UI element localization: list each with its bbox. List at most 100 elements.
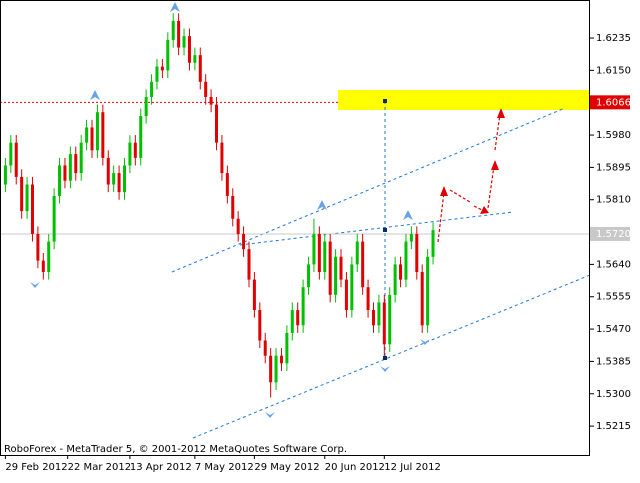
- candle-body: [415, 233, 419, 273]
- candle-body: [355, 241, 359, 265]
- candle-body: [79, 142, 83, 174]
- arrow-head: [497, 108, 505, 118]
- fractals: [30, 2, 430, 418]
- candle-body: [344, 279, 348, 311]
- y-tick-label: 1.5385: [596, 356, 631, 367]
- arrow: [449, 189, 471, 203]
- candle-body: [155, 66, 159, 82]
- point: [383, 356, 387, 360]
- candle-body: [263, 340, 267, 356]
- y-tick-label: 1.5640: [596, 259, 631, 270]
- candle-body: [58, 165, 62, 196]
- y-tick-label: 1.5810: [596, 195, 631, 206]
- candle-body: [274, 355, 278, 383]
- candle-body: [101, 112, 105, 158]
- candle-body: [225, 173, 229, 196]
- channel-middle: [239, 211, 514, 246]
- candle-body: [198, 55, 202, 82]
- candle-body: [3, 165, 7, 185]
- y-tick-label: 1.5980: [596, 130, 631, 141]
- x-tick-label: 13 Apr 2012: [130, 462, 192, 473]
- candle-body: [47, 241, 51, 273]
- candle-body: [312, 233, 316, 265]
- arrow: [494, 113, 501, 151]
- candle-body: [144, 97, 148, 117]
- channel-upper: [171, 107, 566, 273]
- current-price-tag: [590, 226, 630, 241]
- candle-body: [431, 230, 435, 257]
- candle-body: [25, 184, 29, 212]
- candle-body: [317, 233, 321, 273]
- target-zone: [338, 90, 590, 110]
- candle-body: [41, 260, 45, 273]
- fractal: [265, 412, 275, 418]
- candle-body: [377, 302, 381, 326]
- candle-body: [269, 355, 273, 383]
- candle-body: [290, 310, 294, 333]
- target-price-label: 1.6066: [596, 97, 631, 108]
- candle-body: [171, 20, 175, 40]
- candle-body: [117, 173, 121, 193]
- arrow-head: [491, 160, 499, 170]
- candle-body: [231, 195, 235, 219]
- fractal: [30, 282, 40, 288]
- candle-body: [382, 302, 386, 345]
- candle-body: [204, 81, 208, 98]
- candle-body: [328, 241, 332, 295]
- footer: RoboForex - MetaTrader 5, © 2001-2012 Me…: [4, 444, 347, 455]
- candle-body: [128, 142, 132, 166]
- candle-body: [220, 142, 224, 174]
- candle-body: [285, 332, 289, 364]
- candle-body: [420, 272, 424, 326]
- x-tick-label: 12 Jul 2012: [384, 462, 441, 473]
- candle-body: [85, 127, 89, 143]
- candle-body: [242, 233, 246, 250]
- candle-body: [14, 142, 18, 177]
- candle-body: [361, 241, 365, 288]
- candle-body: [323, 241, 327, 273]
- candle-body: [112, 173, 116, 185]
- y-tick-label: 1.5895: [596, 162, 631, 173]
- candle-body: [252, 279, 256, 311]
- candle-body: [258, 310, 262, 341]
- plot: [0, 13, 590, 398]
- arrow-heads: [440, 108, 505, 214]
- candle-body: [404, 241, 408, 280]
- y-tick-label: 1.5300: [596, 389, 631, 400]
- arrow: [437, 191, 445, 243]
- projection-points: [383, 99, 387, 360]
- plot-border: [0, 0, 590, 456]
- point: [383, 228, 387, 232]
- fractal: [380, 366, 390, 372]
- candle-body: [30, 184, 34, 234]
- x-tick-label: 22 Mar 2012: [68, 462, 131, 473]
- candle-body: [279, 355, 283, 364]
- candle-body: [339, 256, 343, 280]
- candle-body: [307, 264, 311, 288]
- arrow: [487, 165, 495, 209]
- x-tick-label: 20 Jun 2012: [325, 462, 385, 473]
- candle-body: [388, 294, 392, 345]
- arrow-head: [440, 186, 448, 196]
- fractal: [317, 200, 327, 210]
- candle-body: [106, 157, 110, 185]
- x-tick-label: 7 May 2012: [195, 462, 254, 473]
- candle-body: [177, 20, 181, 48]
- candle-body: [182, 36, 186, 48]
- candle-body: [296, 310, 300, 326]
- candle-body: [350, 264, 354, 311]
- candle-body: [371, 310, 375, 326]
- candle-body: [247, 249, 251, 280]
- candle-body: [133, 142, 137, 158]
- x-tick-label: 29 May 2012: [254, 462, 319, 473]
- x-tick-label: 29 Feb 2012: [5, 462, 67, 473]
- candle-body: [52, 195, 56, 242]
- candle-body: [366, 287, 370, 311]
- candle-body: [409, 233, 413, 242]
- fractal: [403, 210, 413, 220]
- fractal: [420, 339, 430, 345]
- candle-body: [9, 142, 13, 166]
- candle-body: [68, 154, 72, 181]
- y-tick-label: 1.5555: [596, 292, 631, 303]
- y-tick-label: 1.5470: [596, 324, 631, 335]
